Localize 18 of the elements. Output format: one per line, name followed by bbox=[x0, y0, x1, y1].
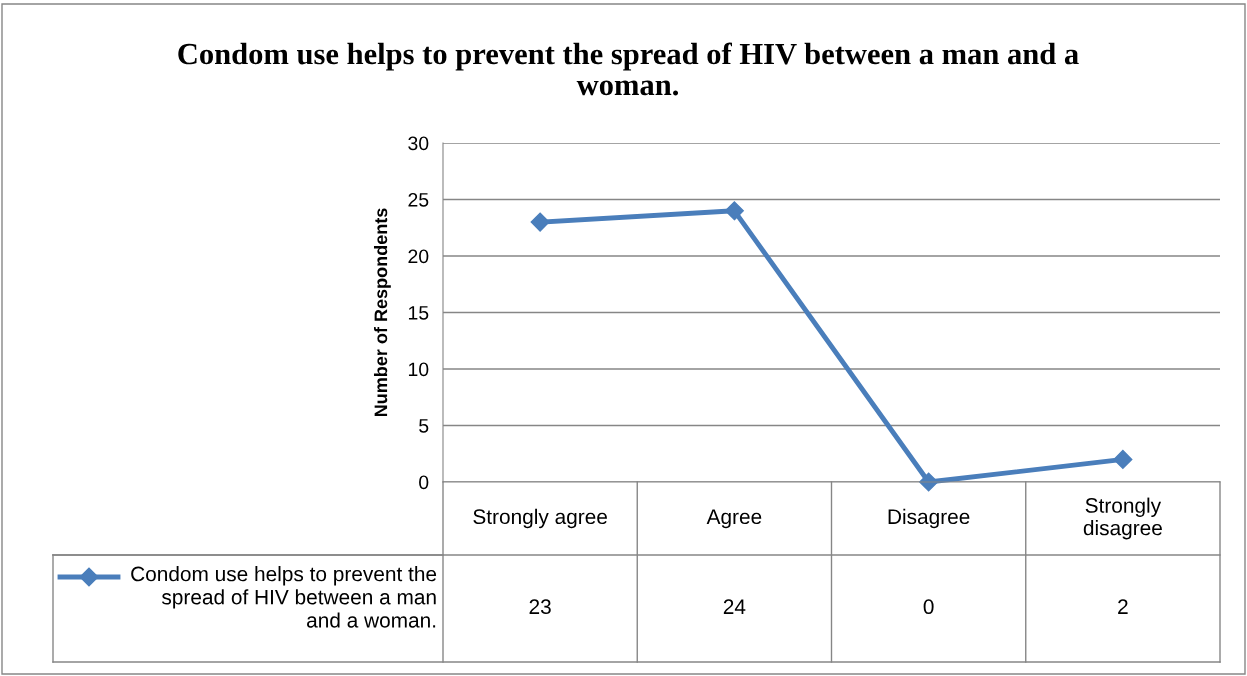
chart-title: Condom use helps to prevent the spread of HIV between a man and a woman. bbox=[178, 42, 1079, 96]
y-axis-title: Number of Respondents bbox=[373, 208, 391, 417]
y-tick-label: 0 bbox=[419, 475, 429, 490]
x-tick-label: Disagree bbox=[888, 508, 970, 529]
y-tick-label: 30 bbox=[408, 136, 429, 151]
x-tick-label: Agree bbox=[706, 509, 762, 529]
y-tick-label: 5 bbox=[419, 419, 429, 433]
data-label: 23 bbox=[529, 599, 551, 615]
x-tick-label: Strongly disagree bbox=[1083, 497, 1162, 540]
y-tick-label: 15 bbox=[408, 306, 429, 320]
x-tick-label: Strongly agree bbox=[473, 508, 607, 529]
legend-label: Condom use helps to prevent the spread of HIV between a man and a woman. bbox=[131, 566, 437, 628]
y-tick-label: 25 bbox=[408, 192, 429, 207]
y-tick-label: 10 bbox=[408, 362, 429, 377]
data-label: 24 bbox=[723, 599, 746, 614]
data-label: 2 bbox=[1118, 599, 1128, 614]
y-tick-label: 20 bbox=[408, 249, 429, 264]
data-label: 0 bbox=[923, 599, 934, 615]
